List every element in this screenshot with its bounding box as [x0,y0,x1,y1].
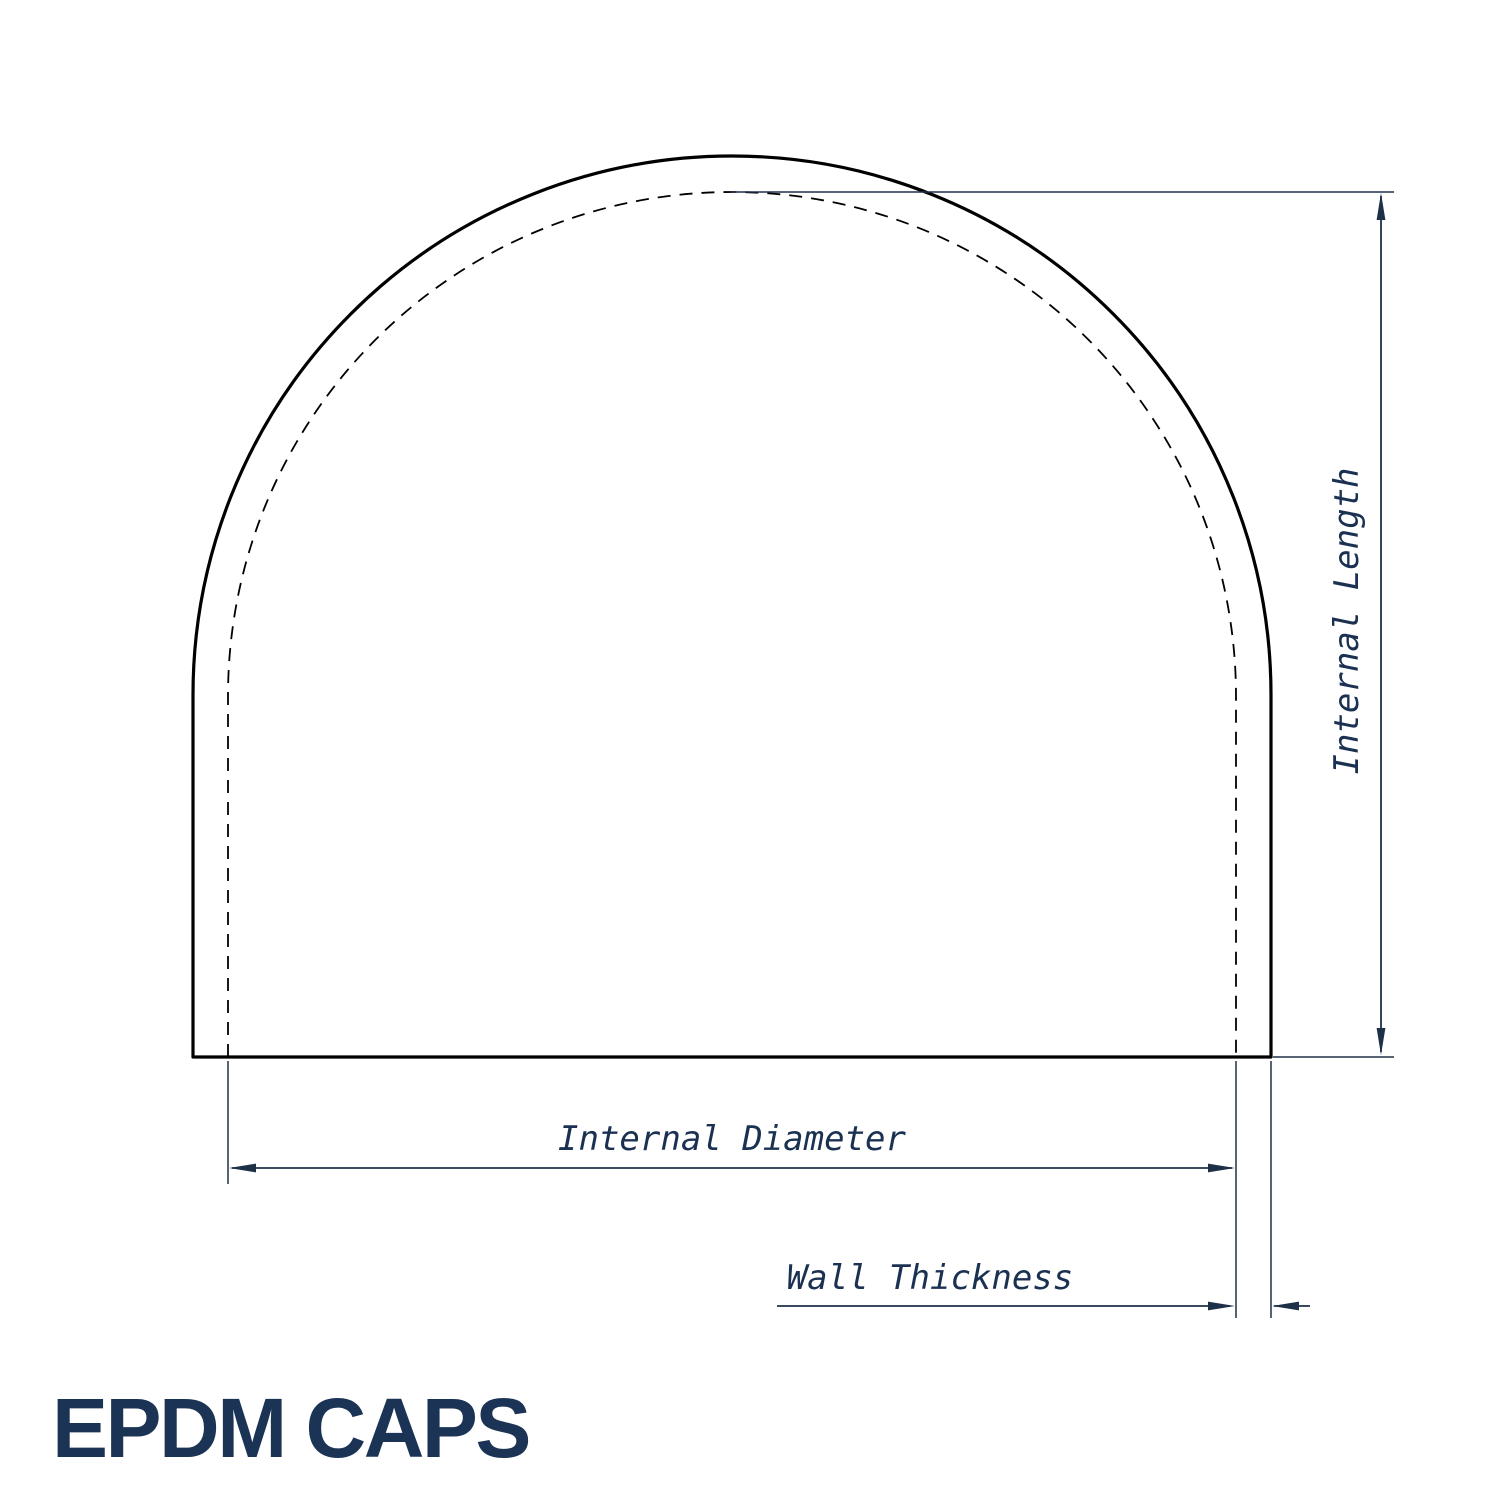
page-title: EPDM CAPS [52,1381,531,1475]
internal-length-dimension: Internal Length [731,191,1394,1058]
arrow-left-icon [1272,1301,1299,1311]
wall-thickness-label: Wall Thickness [787,1258,1074,1298]
wall-thickness-dimension: Wall Thickness [777,1061,1310,1318]
internal-diameter-dimension: Internal Diameter [227,1061,1235,1184]
cap-inner-profile-dashed [227,191,1237,1057]
arrow-left-icon [229,1163,256,1173]
arrow-right-icon [1208,1301,1235,1311]
internal-length-label: Internal Length [1327,467,1367,774]
cap-outer-profile [191,154,1273,1059]
internal-diameter-label: Internal Diameter [558,1119,907,1159]
arrow-right-icon [1208,1163,1235,1173]
arrow-down-icon [1376,1028,1386,1055]
arrow-up-icon [1376,193,1386,220]
